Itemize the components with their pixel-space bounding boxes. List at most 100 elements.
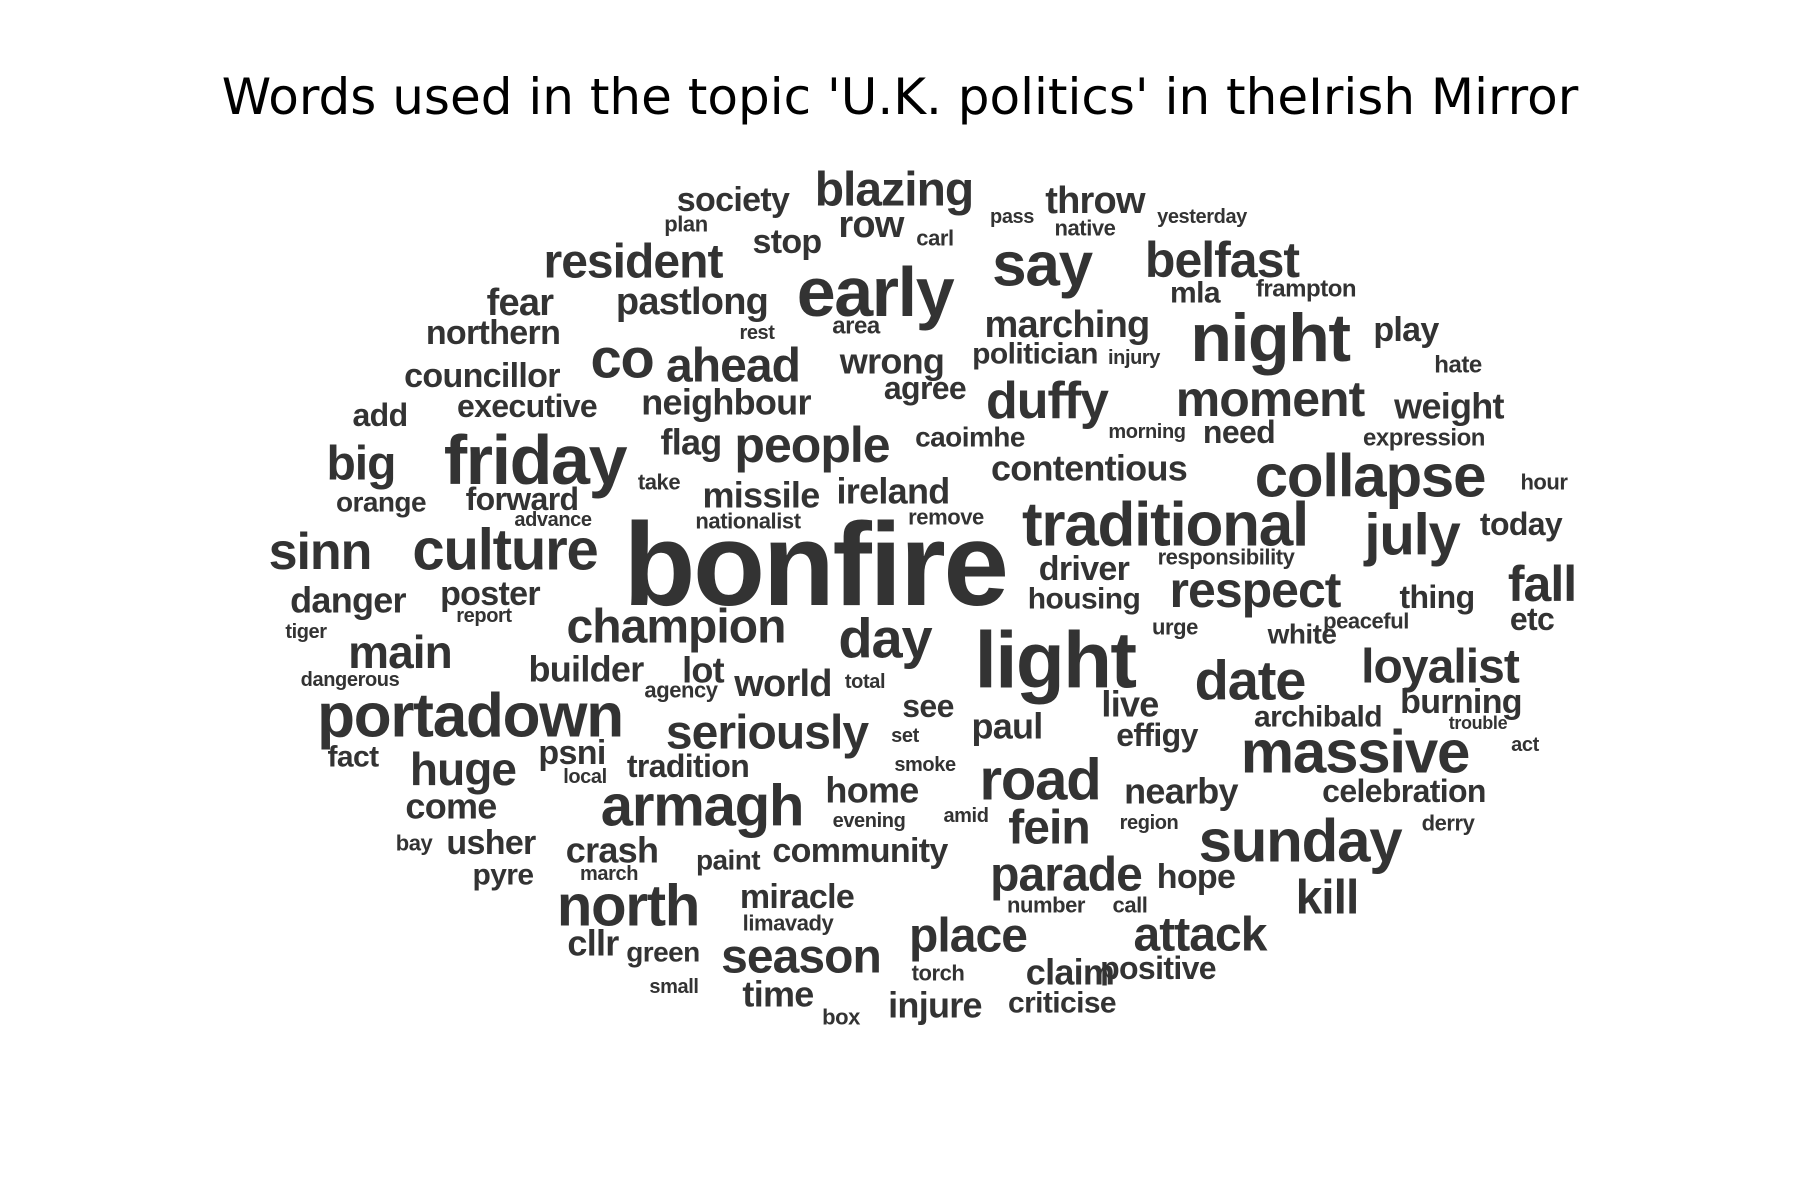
word-time: time: [742, 974, 813, 1015]
word-box: box: [822, 1005, 861, 1030]
word-caoimhe: caoimhe: [915, 422, 1025, 453]
word-orange: orange: [336, 487, 426, 518]
word-paul: paul: [971, 706, 1042, 747]
word-need: need: [1203, 414, 1275, 450]
word-society: society: [677, 181, 790, 219]
word-culture: culture: [412, 518, 597, 583]
word-advance: advance: [514, 509, 592, 531]
word-early: early: [797, 253, 955, 331]
word-tiger: tiger: [285, 621, 327, 643]
word-danger: danger: [290, 580, 406, 621]
word-community: community: [772, 832, 948, 870]
word-bay: bay: [396, 831, 434, 856]
word-psni: psni: [538, 734, 605, 772]
word-fall: fall: [1508, 556, 1576, 612]
word-pass: pass: [990, 206, 1034, 228]
word-native: native: [1055, 216, 1116, 241]
word-politician: politician: [972, 338, 1098, 371]
word-march: march: [580, 863, 638, 885]
word-belfast: belfast: [1145, 232, 1301, 288]
word-agree: agree: [884, 370, 966, 406]
word-smoke: smoke: [894, 754, 956, 776]
word-urge: urge: [1152, 615, 1198, 640]
word-friday: friday: [444, 421, 628, 499]
word-place: place: [909, 910, 1027, 963]
word-mla: mla: [1170, 277, 1221, 310]
word-today: today: [1480, 506, 1563, 542]
word-forward: forward: [466, 481, 579, 517]
word-see: see: [902, 688, 953, 724]
word-local: local: [563, 766, 607, 788]
word-amid: amid: [943, 805, 988, 827]
word-hope: hope: [1157, 858, 1236, 896]
word-kill: kill: [1296, 872, 1359, 925]
word-report: report: [456, 605, 512, 627]
word-frampton: frampton: [1256, 276, 1356, 303]
word-yesterday: yesterday: [1157, 206, 1248, 228]
word-driver: driver: [1039, 550, 1130, 588]
word-plan: plan: [664, 212, 707, 237]
word-light: light: [975, 616, 1137, 705]
word-flag: flag: [660, 422, 721, 463]
word-fact: fact: [328, 741, 380, 774]
word-massive: massive: [1241, 719, 1469, 786]
word-tradition: tradition: [627, 748, 749, 784]
word-total: total: [845, 671, 885, 693]
word-night: night: [1190, 300, 1350, 376]
word-july: july: [1363, 503, 1460, 568]
word-ahead: ahead: [666, 340, 800, 393]
word-white: white: [1267, 619, 1337, 650]
word-executive: executive: [457, 388, 597, 424]
word-archibald: archibald: [1254, 701, 1382, 734]
word-add: add: [353, 397, 408, 433]
word-hour: hour: [1520, 470, 1568, 495]
word-road: road: [979, 748, 1100, 813]
word-responsibility: responsibility: [1158, 545, 1296, 570]
word-stop: stop: [752, 223, 821, 261]
word-blazing: blazing: [815, 164, 974, 217]
chart-title: Words used in the topic 'U.K. politics' …: [221, 68, 1579, 126]
word-sunday: sunday: [1199, 808, 1404, 875]
word-champion: champion: [566, 601, 785, 654]
word-date: date: [1195, 649, 1306, 712]
word-torch: torch: [912, 961, 965, 986]
word-missile: missile: [702, 475, 819, 516]
word-portadown: portadown: [317, 682, 623, 751]
word-season: season: [721, 931, 881, 984]
word-celebration: celebration: [1322, 773, 1486, 809]
word-duffy: duffy: [986, 372, 1109, 430]
word-play: play: [1373, 311, 1439, 349]
word-say: say: [992, 231, 1093, 300]
word-co: co: [590, 327, 653, 390]
word-area: area: [832, 313, 881, 340]
word-neighbour: neighbour: [641, 382, 811, 423]
word-criticise: criticise: [1008, 987, 1116, 1020]
word-north: north: [557, 874, 699, 939]
word-world: world: [733, 663, 832, 705]
word-crash: crash: [566, 830, 658, 871]
word-dangerous: dangerous: [301, 669, 400, 691]
word-seriously: seriously: [666, 707, 869, 760]
word-positive: positive: [1100, 950, 1216, 986]
word-etc: etc: [1510, 601, 1554, 637]
word-trouble: trouble: [1449, 713, 1508, 733]
word-bonfire: bonfire: [623, 499, 1006, 631]
word-nationalist: nationalist: [695, 509, 801, 534]
word-attack: attack: [1134, 909, 1268, 962]
word-miracle: miracle: [740, 878, 854, 916]
word-traditional: traditional: [1022, 491, 1308, 560]
word-remove: remove: [908, 505, 984, 530]
word-huge: huge: [410, 743, 517, 795]
word-wrong: wrong: [839, 341, 944, 382]
word-northern: northern: [426, 314, 560, 352]
word-home: home: [825, 770, 918, 811]
word-councillor: councillor: [404, 357, 560, 395]
word-rest: rest: [739, 322, 775, 344]
word-come: come: [405, 786, 496, 827]
word-fein: fein: [1008, 802, 1090, 855]
word-ireland: ireland: [837, 471, 950, 512]
word-main: main: [348, 626, 452, 678]
word-effigy: effigy: [1116, 717, 1198, 753]
word-claim: claim: [1026, 952, 1114, 993]
